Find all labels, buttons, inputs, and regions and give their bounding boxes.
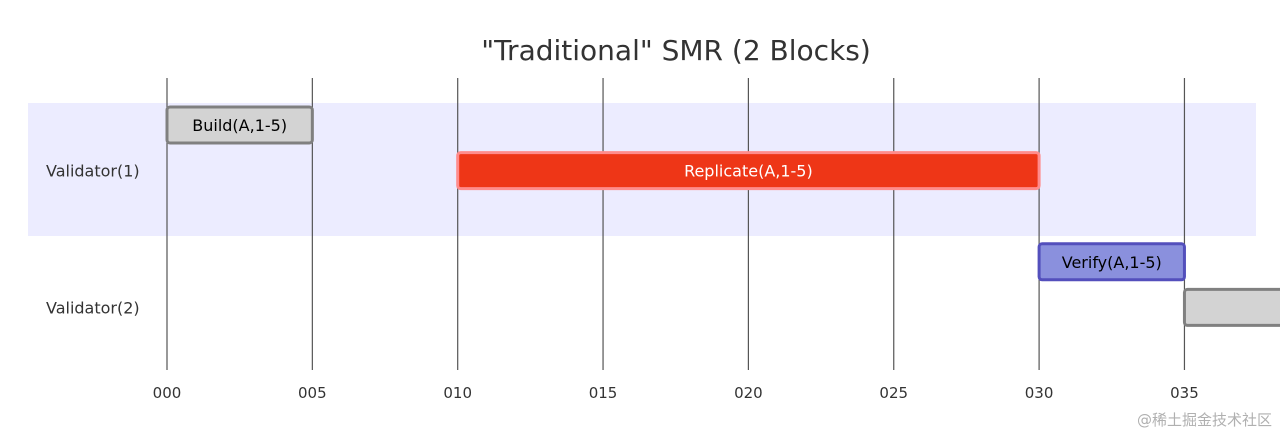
task-bar-verify (1037, 242, 1186, 282)
task-label: Build(A,1-5) (192, 116, 287, 135)
tick-label: 000 (153, 384, 182, 402)
task-label: Replicate(A,1-5) (684, 162, 813, 181)
task-bars: Build(A,1-5)Replicate(A,1-5)Verify(B,1-5… (165, 105, 1280, 327)
tick-label: 035 (1170, 384, 1199, 402)
tick-label: 010 (443, 384, 472, 402)
task-label: Verify(A,1-5) (1062, 253, 1162, 272)
tick-label: 025 (879, 384, 908, 402)
task-bar-build (1182, 287, 1280, 327)
task-bar-replicate (456, 151, 1041, 191)
tick-label: 020 (734, 384, 763, 402)
section-labels: Validator(1) Validator(2) (46, 162, 140, 318)
section-label: Validator(1) (46, 162, 140, 181)
section-label: Validator(2) (46, 298, 140, 317)
tick-label: 030 (1025, 384, 1054, 402)
task-bar-build (165, 105, 314, 145)
chart-title: "Traditional" SMR (2 Blocks) (481, 34, 871, 67)
watermark: @稀土掘金技术社区 (1136, 411, 1272, 429)
x-axis-ticks: 0000050100150200250300350400450500550600… (153, 384, 1199, 402)
tick-label: 005 (298, 384, 327, 402)
tick-label: 015 (589, 384, 618, 402)
